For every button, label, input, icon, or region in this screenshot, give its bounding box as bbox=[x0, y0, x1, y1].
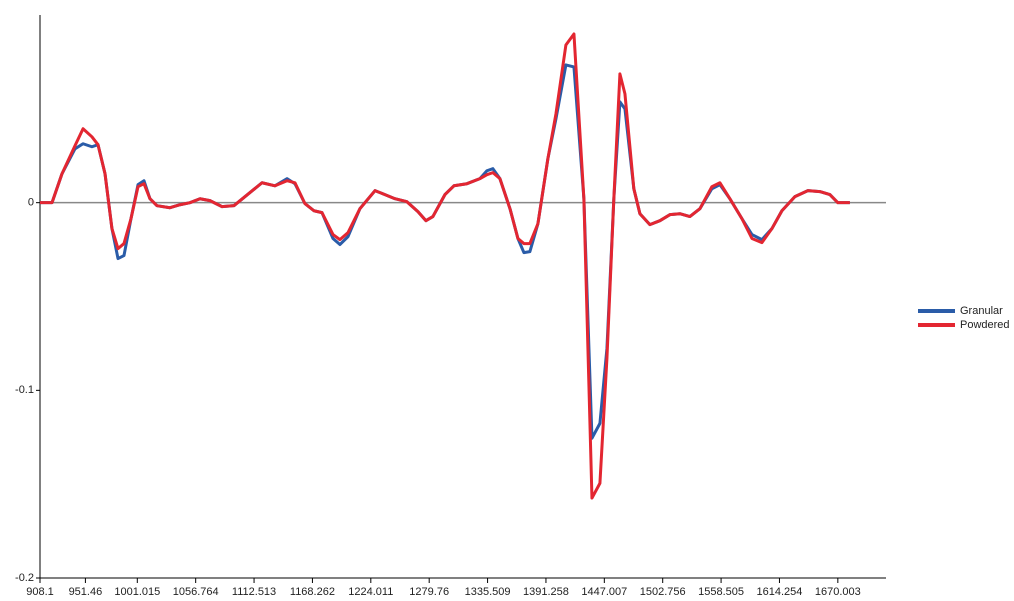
y-tick-label: 0 bbox=[28, 197, 34, 209]
x-tick-label: 1447.007 bbox=[581, 586, 627, 598]
x-tick-label: 1502.756 bbox=[640, 586, 686, 598]
x-tick-label: 1168.262 bbox=[290, 586, 335, 598]
x-tick-label: 1056.764 bbox=[173, 586, 219, 598]
x-tick-label: 951.46 bbox=[69, 586, 103, 598]
x-tick-label: 1112.513 bbox=[232, 586, 276, 598]
x-tick-label: 1670.003 bbox=[815, 586, 861, 598]
legend-label: Granular bbox=[960, 305, 1003, 317]
y-tick-label: -0.2 bbox=[15, 572, 34, 584]
x-tick-label: 1279.76 bbox=[409, 586, 449, 598]
y-tick-label: -0.1 bbox=[15, 384, 34, 396]
x-tick-label: 1224.011 bbox=[348, 586, 393, 598]
x-tick-label: 1558.505 bbox=[698, 586, 744, 598]
series-line bbox=[40, 32, 850, 500]
x-tick-label: 1335.509 bbox=[465, 586, 511, 598]
x-tick-label: 1001.015 bbox=[114, 586, 160, 598]
x-tick-label: 908.1 bbox=[26, 586, 54, 598]
series-line bbox=[40, 63, 850, 440]
x-tick-label: 1391.258 bbox=[523, 586, 569, 598]
legend-label: Powdered bbox=[960, 319, 1010, 331]
x-tick-label: 1614.254 bbox=[757, 586, 803, 598]
